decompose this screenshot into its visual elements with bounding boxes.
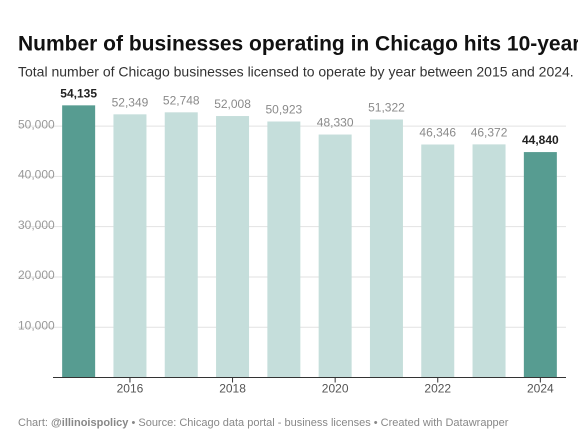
bar xyxy=(113,114,147,378)
value-label: 46,346 xyxy=(419,126,456,140)
bar xyxy=(369,119,403,378)
bar xyxy=(318,134,352,378)
x-tick-label: 2018 xyxy=(219,382,246,396)
y-tick-label: 40,000 xyxy=(18,168,55,182)
value-label: 54,135 xyxy=(60,87,97,101)
value-label: 50,923 xyxy=(265,103,302,117)
footer-author: @illinoispolicy xyxy=(51,417,129,429)
value-label: 46,372 xyxy=(471,126,508,140)
x-tick-label: 2024 xyxy=(527,382,554,396)
bar xyxy=(421,144,455,378)
y-tick-label: 10,000 xyxy=(18,318,55,332)
bar xyxy=(62,105,96,378)
footer-prefix: Chart: xyxy=(18,417,48,429)
footer-rest: • Source: Chicago data portal - business… xyxy=(131,417,508,429)
value-label: 48,330 xyxy=(317,116,354,130)
bar xyxy=(216,116,250,378)
bar xyxy=(523,152,557,378)
chart-subtitle: Total number of Chicago businesses licen… xyxy=(18,64,574,80)
x-tick-label: 2020 xyxy=(322,382,349,396)
x-tick-label: 2022 xyxy=(424,382,451,396)
chart-title: Number of businesses operating in Chicag… xyxy=(18,33,578,56)
value-label: 44,840 xyxy=(522,133,559,147)
y-tick-label: 30,000 xyxy=(18,218,55,232)
value-label: 52,008 xyxy=(214,97,251,111)
value-label: 51,322 xyxy=(368,101,405,115)
y-tick-label: 20,000 xyxy=(18,268,55,282)
value-label: 52,349 xyxy=(112,95,149,109)
bar xyxy=(472,144,506,378)
x-tick-label: 2016 xyxy=(117,382,144,396)
bar xyxy=(267,121,301,378)
footer: Chart: @illinoispolicy • Source: Chicago… xyxy=(18,417,509,429)
y-tick-label: 50,000 xyxy=(18,117,55,131)
bar xyxy=(164,112,198,378)
value-label: 52,748 xyxy=(163,93,200,107)
